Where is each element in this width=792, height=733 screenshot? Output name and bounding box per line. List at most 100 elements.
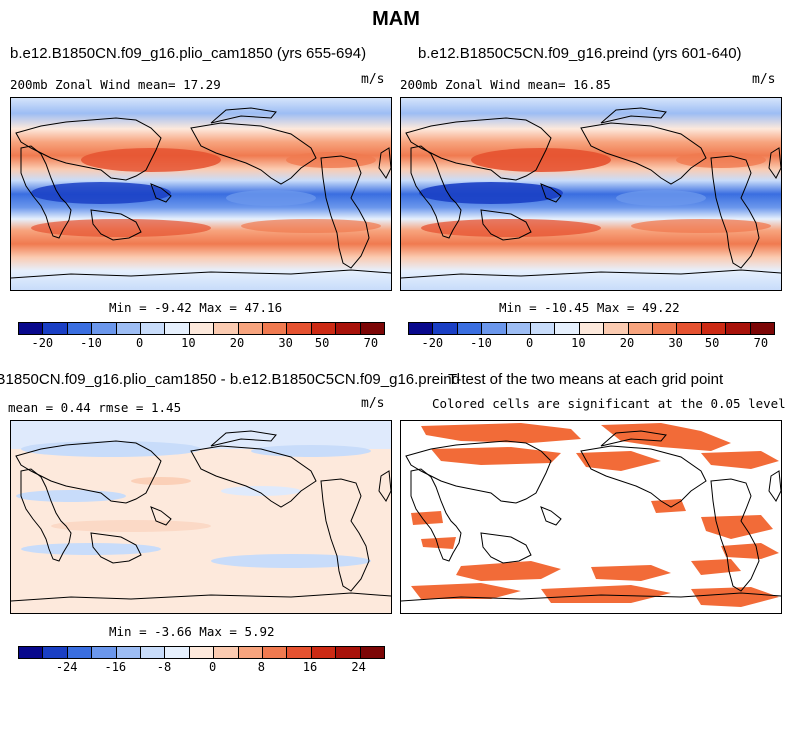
map-panel-top-left	[10, 97, 392, 291]
colorbar-tick-label: 10	[181, 336, 196, 350]
colorbar-top-right	[408, 322, 775, 335]
colorbar-swatch	[604, 323, 629, 334]
colorbar-bottom-left	[18, 646, 385, 659]
units-label-bottom-left: m/s	[361, 396, 385, 411]
colorbar-tick-label: -16	[104, 660, 127, 674]
colorbar-swatch	[92, 647, 117, 658]
panel-title-top-left: b.e12.B1850CN.f09_g16.plio_cam1850 (yrs …	[10, 45, 367, 62]
colorbar-swatch	[287, 323, 312, 334]
coastlines	[401, 430, 781, 602]
colorbar-swatch	[214, 323, 239, 334]
colorbar-swatch	[19, 323, 44, 334]
colorbar-swatch	[360, 647, 385, 658]
colorbar-swatch	[482, 323, 507, 334]
colorbar-tick-label: 20	[619, 336, 635, 350]
colorbar-swatch	[677, 323, 702, 334]
colorbar-tick-label: 50	[314, 336, 330, 350]
panel-subtitle-bottom-right: Colored cells are significant at the 0.0…	[432, 396, 786, 411]
units-label-top-right: m/s	[752, 72, 776, 87]
coastlines	[401, 107, 781, 279]
colorbar-swatch	[214, 647, 239, 658]
figure-title: MAM	[372, 8, 420, 30]
colorbar-swatch	[238, 647, 264, 658]
colorbar-swatch	[67, 647, 93, 658]
map-panel-bottom-right	[400, 420, 782, 614]
colorbar-swatch	[409, 323, 434, 334]
panel-subtitle-bottom-left: mean = 0.44 rmse = 1.45	[8, 400, 182, 415]
colorbar-tick-label: 30	[278, 336, 293, 350]
colorbar-tick-label: 24	[351, 660, 366, 674]
colorbar-swatch	[287, 647, 312, 658]
colorbar-swatch	[189, 323, 215, 334]
colorbar-swatch	[263, 647, 288, 658]
colorbar-swatch	[726, 323, 751, 334]
colorbar-swatch	[141, 323, 166, 334]
colorbar-tick-label: -8	[156, 660, 172, 674]
coastlines	[11, 430, 391, 602]
colorbar-swatch	[579, 323, 605, 334]
colorbar-tick-label: 20	[229, 336, 245, 350]
panel-title-top-right: b.e12.B1850C5CN.f09_g16.preind (yrs 601-…	[418, 45, 742, 62]
panel-subtitle-top-right: 200mb Zonal Wind mean= 16.85	[400, 77, 611, 92]
panel-title-clip-bottom-left: b.e12.B1850CN.f09_g16.plio_cam1850 - b.e…	[0, 371, 460, 393]
colorbar-swatch	[189, 647, 215, 658]
colorbar-swatch	[116, 323, 142, 334]
colorbar-tick-label: -10	[80, 336, 102, 350]
colorbar-swatch	[67, 323, 93, 334]
panel-subtitle-top-left: 200mb Zonal Wind mean= 17.29	[10, 77, 221, 92]
colorbar-swatch	[165, 323, 190, 334]
units-label-top-left: m/s	[361, 72, 385, 87]
coastlines	[11, 107, 391, 279]
colorbar-tick-label: 0	[209, 660, 217, 674]
colorbar-tick-label: 10	[571, 336, 586, 350]
significant-cells	[411, 423, 779, 607]
colorbar-swatch	[653, 323, 678, 334]
colorbar-tick-label: 30	[668, 336, 683, 350]
panel-title-bottom-left: b.e12.B1850CN.f09_g16.plio_cam1850 - b.e…	[0, 371, 460, 388]
colorbar-swatch	[701, 323, 727, 334]
minmax-label-bottom-left: Min = -3.66 Max = 5.92	[109, 624, 275, 639]
panel-title-bottom-right: T-test of the two means at each grid poi…	[448, 371, 724, 388]
colorbar-swatch	[116, 647, 142, 658]
colorbar-swatch	[311, 323, 337, 334]
colorbar-swatch	[238, 323, 264, 334]
colorbar-swatch	[506, 323, 532, 334]
colorbar-swatch	[141, 647, 166, 658]
colorbar-swatch	[43, 323, 68, 334]
colorbar-tick-label: 70	[753, 336, 769, 350]
colorbar-top-left	[18, 322, 385, 335]
colorbar-tick-label: 0	[136, 336, 144, 350]
colorbar-swatch	[19, 647, 44, 658]
map-panel-top-right	[400, 97, 782, 291]
colorbar-swatch	[336, 647, 361, 658]
colorbar-tick-label: -10	[470, 336, 492, 350]
colorbar-swatch	[433, 323, 458, 334]
colorbar-tick-label: 16	[302, 660, 318, 674]
zonal-wind-difference-map	[11, 421, 391, 613]
zonal-wind-map-preind	[401, 98, 781, 290]
colorbar-swatch	[165, 647, 190, 658]
colorbar-swatch	[628, 323, 654, 334]
minmax-label-top-left: Min = -9.42 Max = 47.16	[109, 300, 283, 315]
colorbar-swatch	[531, 323, 556, 334]
colorbar-tick-label: 70	[363, 336, 379, 350]
colorbar-tick-label: -24	[55, 660, 78, 674]
colorbar-tick-label: 50	[704, 336, 720, 350]
colorbar-swatch	[360, 323, 385, 334]
colorbar-swatch	[263, 323, 288, 334]
colorbar-swatch	[311, 647, 337, 658]
colorbar-tick-label: -20	[421, 336, 444, 350]
colorbar-swatch	[43, 647, 68, 658]
colorbar-tick-label: 8	[257, 660, 265, 674]
colorbar-swatch	[457, 323, 483, 334]
colorbar-swatch	[336, 323, 361, 334]
colorbar-swatch	[92, 323, 117, 334]
map-panel-bottom-left	[10, 420, 392, 614]
minmax-label-top-right: Min = -10.45 Max = 49.22	[499, 300, 680, 315]
colorbar-tick-label: -20	[31, 336, 54, 350]
colorbar-swatch	[750, 323, 775, 334]
zonal-wind-map-plio	[11, 98, 391, 290]
colorbar-tick-label: 0	[526, 336, 534, 350]
t-test-significance-map	[401, 421, 781, 613]
colorbar-swatch	[555, 323, 580, 334]
